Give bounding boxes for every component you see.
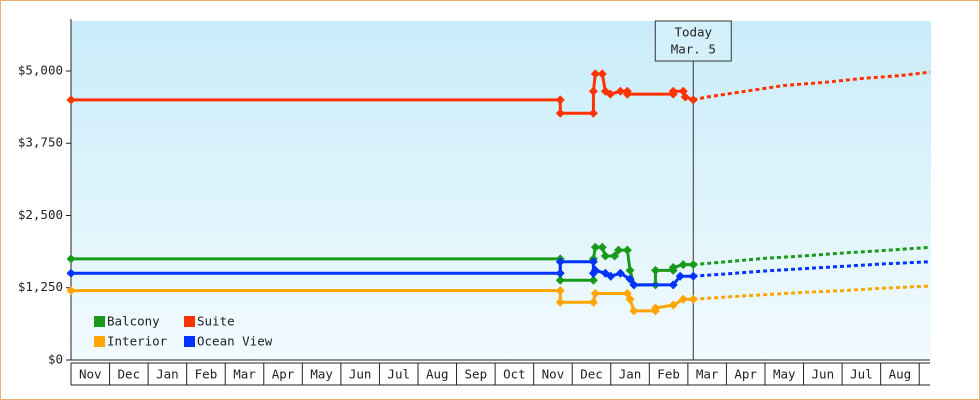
price-marker [588,108,598,118]
x-tick-label: Dec [118,367,141,382]
y-tick-label: $5,000 [18,62,63,77]
price-marker [588,275,598,285]
price-marker [555,286,565,296]
x-tick-label: Aug [426,367,449,382]
price-marker [629,280,639,290]
y-tick-label: $1,250 [18,279,63,294]
price-marker [66,286,76,296]
x-tick-label: Feb [657,367,680,382]
price-marker [597,242,607,252]
price-marker [590,69,600,79]
price-marker [680,92,690,102]
price-marker [610,251,620,261]
x-tick-label: Jan [619,367,642,382]
legend-swatch [184,316,195,327]
price-marker [688,260,698,270]
price-marker [605,89,615,99]
price-marker [555,268,565,278]
x-tick-label: Apr [734,367,757,382]
price-marker [615,268,625,278]
y-tick-label: $3,750 [18,135,63,150]
price-marker [622,89,632,99]
today-label: Mar. 5 [671,42,716,57]
legend-label: Ocean View [197,334,273,349]
price-marker [555,297,565,307]
x-tick-label: Mar [233,367,256,382]
x-tick-label: Nov [79,367,102,382]
price-marker [606,271,616,281]
price-marker [650,265,660,275]
legend-swatch [94,336,105,347]
price-marker [590,265,600,275]
price-marker [555,108,565,118]
legend-label: Suite [197,314,235,329]
price-marker [590,289,600,299]
y-tick-label: $2,500 [18,207,63,222]
legend-swatch [94,316,105,327]
price-marker [678,294,688,304]
price-marker [668,86,678,96]
price-marker [668,300,678,310]
price-marker [613,245,623,255]
price-marker [615,86,625,96]
price-marker [588,86,598,96]
legend-label: Balcony [107,314,160,329]
price-marker [600,251,610,261]
x-tick-label: Jan [156,367,179,382]
price-marker [625,265,635,275]
price-marker [622,245,632,255]
x-tick-label: Jul [850,367,873,382]
x-tick-label: Nov [542,367,565,382]
price-marker [588,257,598,267]
price-marker [668,280,678,290]
price-marker [66,95,76,105]
price-marker [555,275,565,285]
price-marker [625,294,635,304]
price-marker [555,95,565,105]
price-marker [625,274,635,284]
price-marker [629,306,639,316]
x-tick-label: Oct [503,367,526,382]
legend-swatch [184,336,195,347]
today-box [654,20,732,62]
price-marker [688,271,698,281]
x-tick-label: Aug [889,367,912,382]
x-tick-label: Jul [387,367,410,382]
x-tick-label: May [773,367,796,382]
x-tick-label: Feb [195,367,218,382]
price-marker [675,271,685,281]
price-marker [66,268,76,278]
price-marker [678,260,688,270]
x-tick-label: May [310,367,333,382]
plot-background [71,21,931,360]
x-tick-label: Jun [812,367,835,382]
price-marker [588,297,598,307]
legend-label: Interior [107,334,168,349]
price-marker [590,242,600,252]
x-tick-label: Dec [580,367,603,382]
y-tick-label: $0 [48,352,63,367]
price-marker [688,294,698,304]
x-tick-label: Mar [696,367,719,382]
price-marker [688,95,698,105]
price-marker [650,303,660,313]
x-tick-label: Jun [349,367,372,382]
x-tick-label: Sep [465,367,488,382]
today-label: Today [674,25,712,40]
x-tick-label: Apr [272,367,295,382]
price-marker [597,69,607,79]
price-marker [555,257,565,267]
price-marker [668,263,678,273]
